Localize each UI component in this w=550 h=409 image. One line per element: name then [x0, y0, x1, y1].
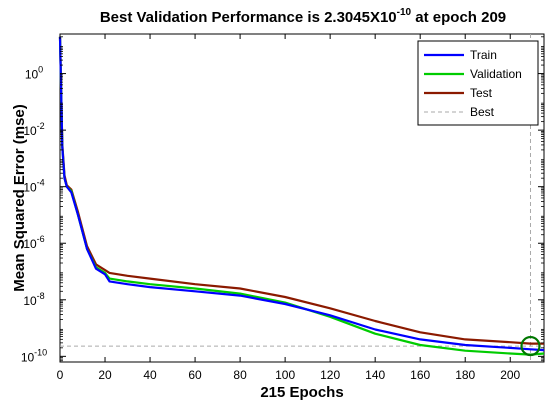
y-tick-label: 100 — [25, 65, 43, 82]
x-tick-label: 200 — [500, 368, 520, 382]
best-marker-group — [520, 335, 541, 357]
y-tick-label: 10-2 — [23, 121, 44, 138]
y-tick-label: 10-6 — [23, 234, 44, 251]
best-marker — [520, 335, 541, 357]
x-tick-label: 180 — [455, 368, 475, 382]
x-tick-label: 0 — [57, 368, 64, 382]
y-tick-label: 10-4 — [23, 178, 44, 195]
x-tick-label: 120 — [320, 368, 340, 382]
x-tick-label: 20 — [98, 368, 112, 382]
x-axis-title: 215 Epochs — [260, 384, 343, 401]
y-tick-label: 10-10 — [21, 347, 47, 364]
x-tick-label: 160 — [410, 368, 430, 382]
x-axis-ticks: 0 20 40 60 80 100 120 140 160 180 200 — [57, 34, 521, 382]
chart-title-exponent: -10 — [397, 7, 412, 18]
legend-label-best: Best — [470, 105, 495, 119]
y-tick-label: 10-8 — [23, 291, 44, 308]
y-axis-title: Mean Squared Error (mse) — [11, 104, 28, 292]
legend: Train Validation Test Best — [417, 40, 539, 126]
best-guide-lines — [60, 34, 544, 362]
chart-title-prefix: Best Validation Performance is 2.3045X10 — [100, 9, 397, 26]
series-line-train — [58, 36, 545, 352]
chart-title-suffix: at epoch 209 — [411, 9, 506, 26]
x-tick-label: 100 — [275, 368, 295, 382]
x-tick-label: 40 — [143, 368, 157, 382]
legend-label-test: Test — [470, 86, 493, 100]
x-tick-label: 140 — [365, 368, 385, 382]
legend-label-train: Train — [470, 48, 497, 62]
x-tick-label: 60 — [188, 368, 202, 382]
series-group — [58, 36, 545, 356]
legend-label-validation: Validation — [470, 67, 522, 81]
x-tick-label: 80 — [233, 368, 247, 382]
y-axis-ticks: 100 10-2 10-4 10-6 10-8 10-10 — [21, 36, 544, 364]
chart-title: Best Validation Performance is 2.3045X10… — [100, 7, 506, 26]
